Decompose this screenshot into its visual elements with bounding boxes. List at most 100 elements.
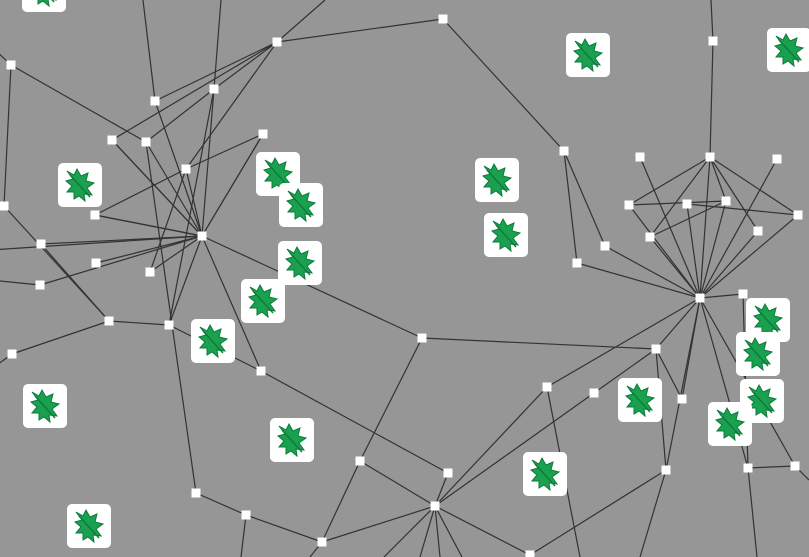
graph-node[interactable] — [151, 97, 160, 106]
holly-leaf-icon[interactable] — [708, 402, 752, 446]
holly-leaf-icon[interactable] — [566, 33, 610, 77]
holly-leaf-icon[interactable] — [475, 158, 519, 202]
graph-edge — [656, 298, 700, 349]
graph-node[interactable] — [706, 153, 715, 162]
graph-node[interactable] — [257, 367, 266, 376]
graph-edge — [547, 298, 700, 387]
graph-node[interactable] — [646, 233, 655, 242]
holly-leaf-icon[interactable] — [22, 0, 66, 12]
graph-node[interactable] — [91, 211, 100, 220]
graph-node[interactable] — [210, 85, 219, 94]
graph-edge — [169, 89, 214, 325]
graph-node[interactable] — [722, 197, 731, 206]
graph-node[interactable] — [773, 155, 782, 164]
graph-node[interactable] — [444, 469, 453, 478]
graph-node[interactable] — [791, 462, 800, 471]
graph-edge — [700, 215, 798, 298]
graph-edge — [11, 65, 146, 142]
graph-node[interactable] — [678, 395, 687, 404]
graph-node[interactable] — [590, 389, 599, 398]
graph-node[interactable] — [543, 383, 552, 392]
graph-node[interactable] — [92, 259, 101, 268]
graph-edge — [748, 468, 757, 557]
graph-node[interactable] — [7, 61, 16, 70]
holly-leaf-icon[interactable] — [767, 28, 809, 72]
graph-edge — [650, 157, 710, 237]
graph-node[interactable] — [259, 130, 268, 139]
graph-edge — [241, 515, 246, 557]
graph-node[interactable] — [142, 138, 151, 147]
graph-node[interactable] — [198, 232, 207, 241]
graph-node[interactable] — [526, 551, 535, 557]
holly-leaf-icon[interactable] — [191, 319, 235, 363]
graph-node[interactable] — [165, 321, 174, 330]
graph-edge — [322, 461, 360, 542]
graph-node[interactable] — [652, 345, 661, 354]
holly-leaf-icon[interactable] — [241, 279, 285, 323]
graph-edge — [146, 142, 196, 493]
graph-edge — [186, 134, 263, 169]
graph-node[interactable] — [439, 15, 448, 24]
graph-node[interactable] — [683, 200, 692, 209]
holly-leaf-icon[interactable] — [58, 163, 102, 207]
graph-edge — [700, 294, 743, 298]
graph-node[interactable] — [794, 211, 803, 220]
graph-edge — [687, 204, 798, 215]
graph-node[interactable] — [573, 259, 582, 268]
graph-edge — [710, 157, 758, 231]
graph-node[interactable] — [36, 281, 45, 290]
graph-edge — [360, 461, 435, 506]
holly-leaf-icon[interactable] — [23, 384, 67, 428]
graph-edge — [443, 19, 564, 151]
graph-node[interactable] — [105, 317, 114, 326]
holly-leaf-icon[interactable] — [618, 378, 662, 422]
graph-edge — [214, 42, 277, 89]
graph-node[interactable] — [739, 290, 748, 299]
graph-edge — [202, 134, 263, 236]
graph-node[interactable] — [431, 502, 440, 511]
graph-node[interactable] — [318, 538, 327, 547]
graph-edge — [143, 0, 155, 101]
graph-edge — [150, 236, 202, 272]
graph-node[interactable] — [754, 227, 763, 236]
graph-edge — [277, 19, 443, 42]
graph-node[interactable] — [625, 201, 634, 210]
holly-leaf-icon[interactable] — [278, 241, 322, 285]
graph-node[interactable] — [273, 38, 282, 47]
graph-node[interactable] — [662, 466, 671, 475]
holly-leaf-icon[interactable] — [736, 332, 780, 376]
graph-edge — [710, 41, 713, 157]
graph-edge — [640, 470, 666, 557]
graph-node[interactable] — [560, 147, 569, 156]
graph-edge — [711, 0, 713, 41]
graph-node[interactable] — [601, 242, 610, 251]
graph-node[interactable] — [0, 202, 9, 211]
graph-node[interactable] — [182, 165, 191, 174]
graph-node[interactable] — [8, 350, 17, 359]
graph-node[interactable] — [192, 489, 201, 498]
graph-node[interactable] — [108, 136, 117, 145]
graph-node[interactable] — [418, 334, 427, 343]
icon-layer — [22, 0, 809, 548]
graph-node[interactable] — [146, 268, 155, 277]
holly-leaf-icon[interactable] — [523, 452, 567, 496]
holly-leaf-icon[interactable] — [67, 504, 111, 548]
graph-node[interactable] — [696, 294, 705, 303]
graph-edge — [202, 89, 214, 236]
graph-node[interactable] — [356, 457, 365, 466]
graph-edge — [322, 506, 435, 542]
holly-leaf-icon[interactable] — [279, 183, 323, 227]
holly-leaf-icon[interactable] — [484, 213, 528, 257]
graph-node[interactable] — [242, 511, 251, 520]
node-layer — [0, 15, 803, 557]
graph-node[interactable] — [744, 464, 753, 473]
graph-edge — [12, 321, 109, 354]
graph-edge — [435, 393, 594, 506]
graph-node[interactable] — [709, 37, 718, 46]
graph-node[interactable] — [636, 153, 645, 162]
holly-leaf-icon[interactable] — [270, 418, 314, 462]
graph-node[interactable] — [37, 240, 46, 249]
graph-edge — [196, 493, 246, 515]
